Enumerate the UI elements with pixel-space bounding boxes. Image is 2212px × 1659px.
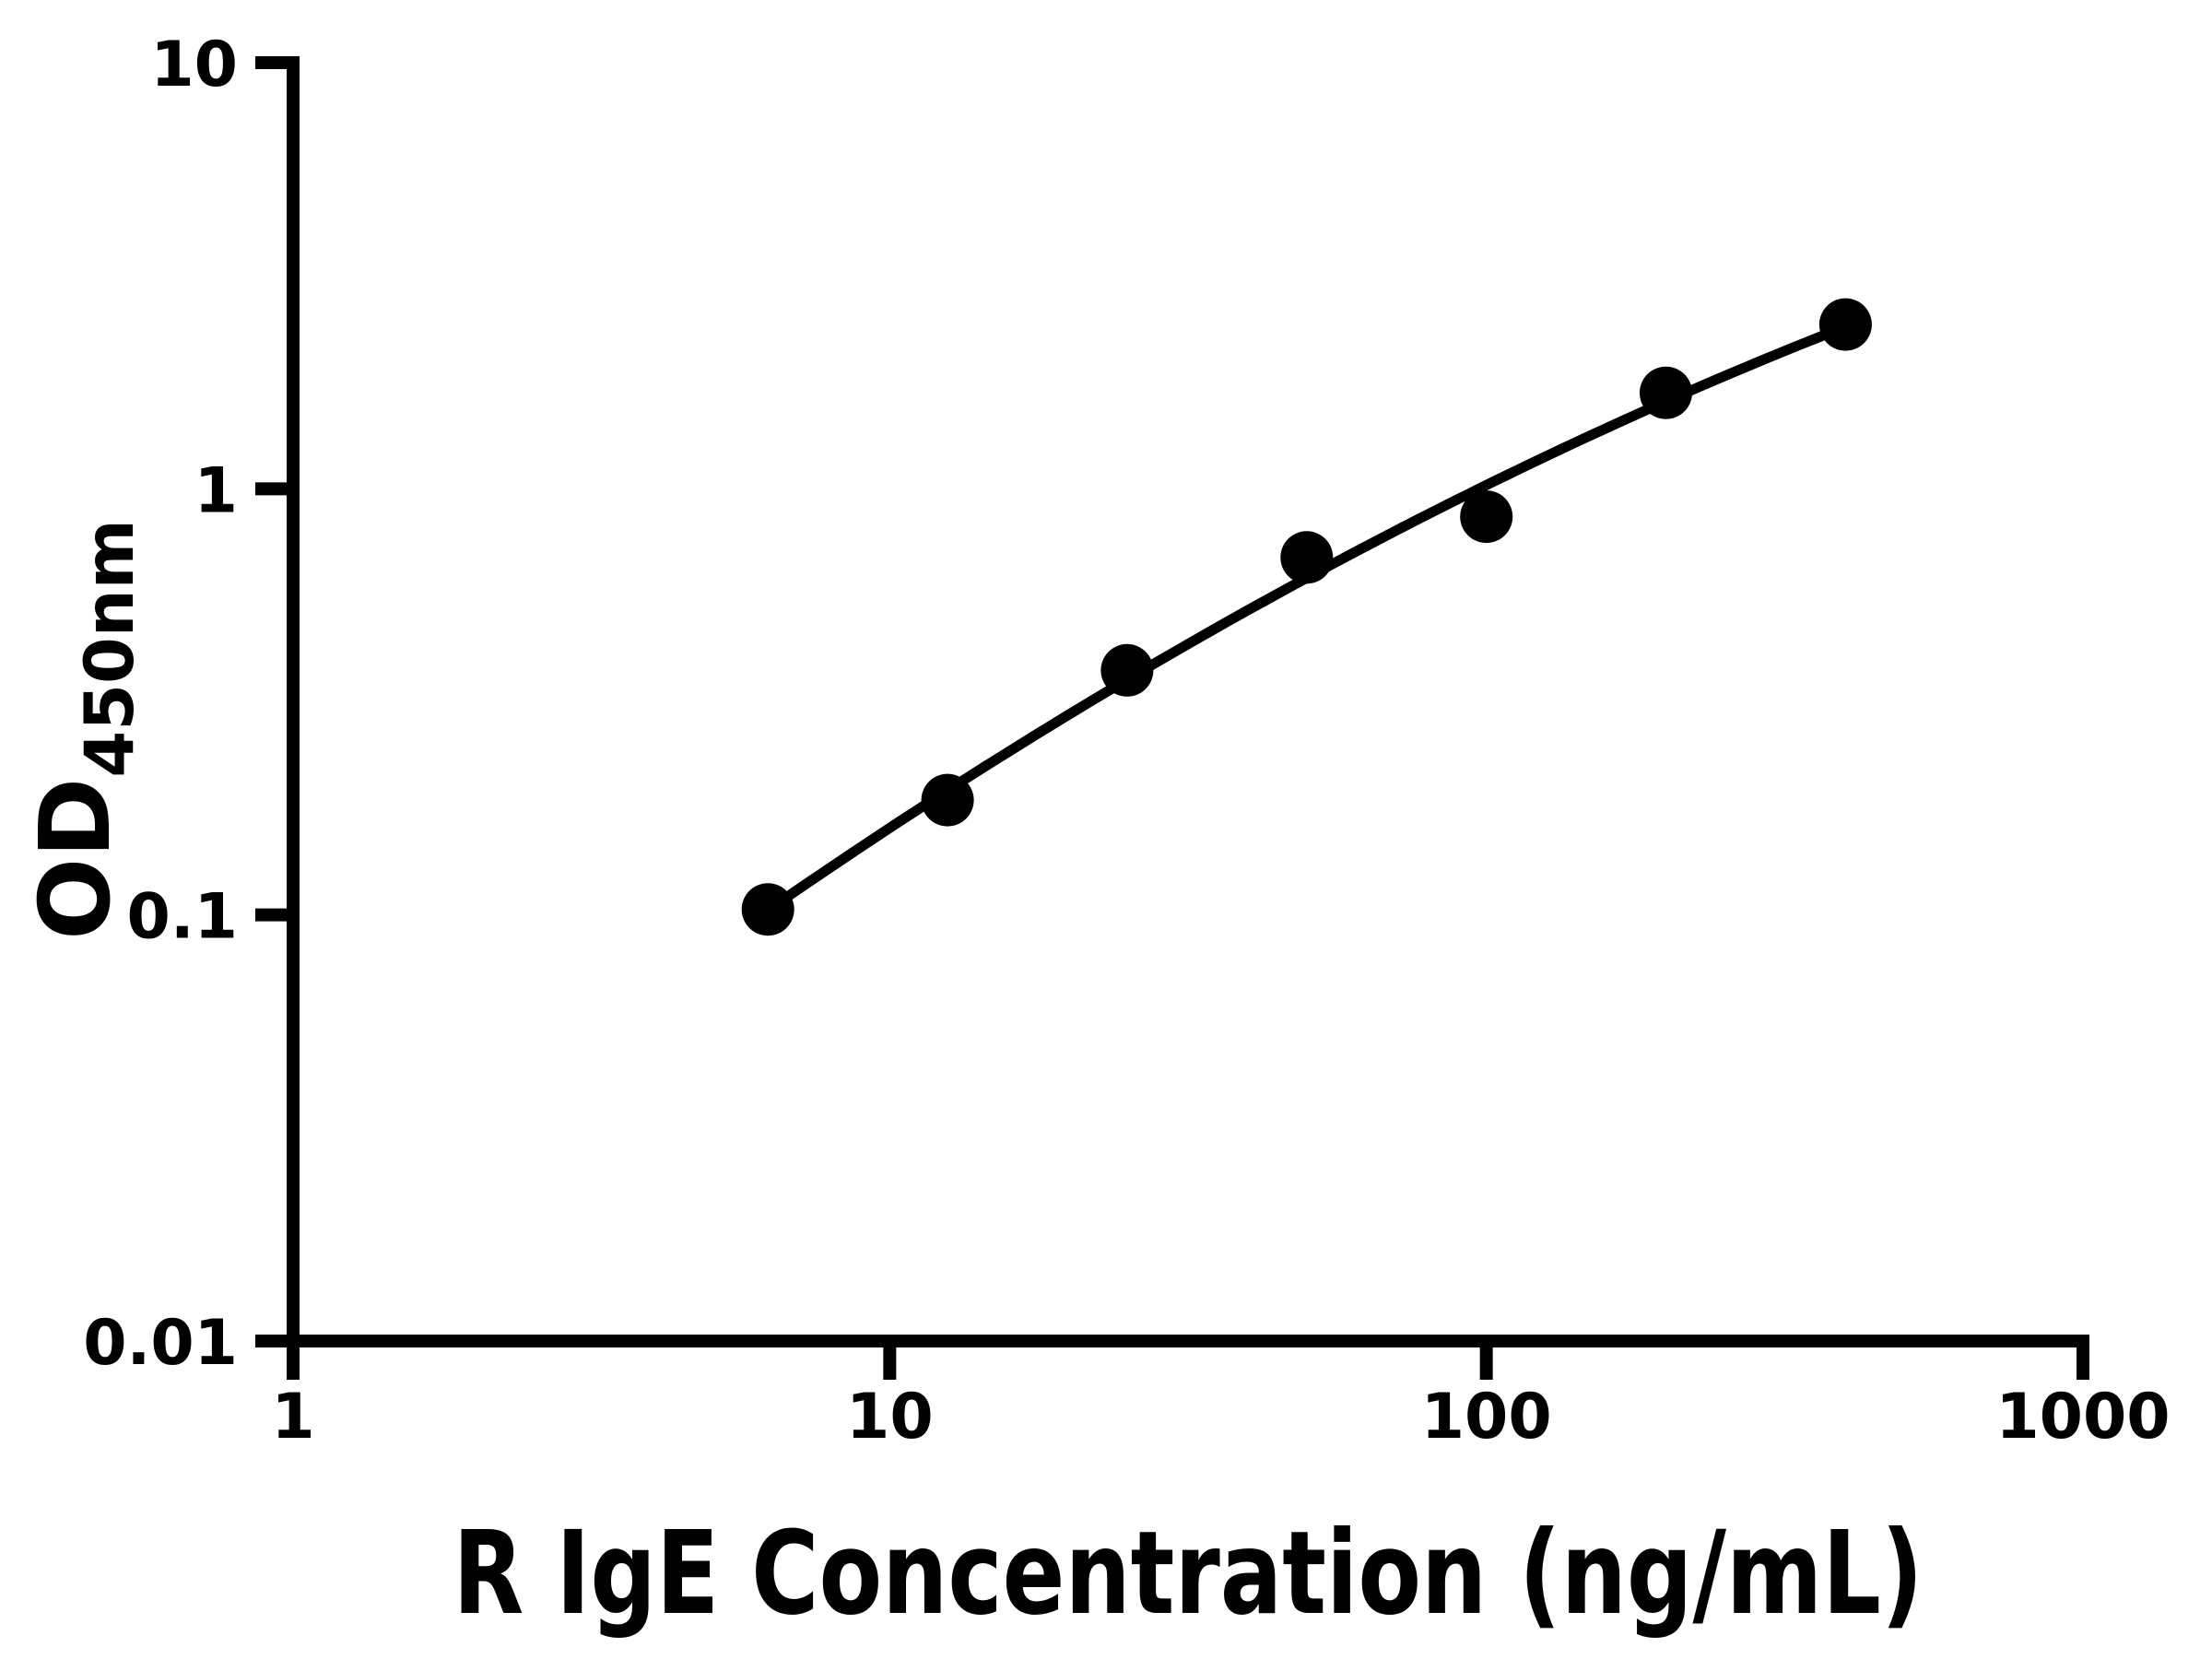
data-point-3: [1280, 531, 1334, 584]
x-tick-label-3: 1000: [1995, 1381, 2170, 1453]
x-axis-title: R IgE Concentration (ng/mL): [453, 1506, 1923, 1641]
y-axis-title-main: OD: [19, 778, 132, 940]
x-tick-label-0: 1: [271, 1381, 314, 1453]
y-axis-title-subscript: 450nm: [71, 519, 149, 777]
data-point-5: [1640, 366, 1692, 419]
trend-curve: [762, 321, 1851, 915]
y-axis-title: OD450nm: [19, 519, 149, 940]
y-tick-label-1: 1: [194, 454, 238, 527]
data-point-4: [1460, 490, 1513, 544]
data-point-6: [1818, 298, 1872, 351]
x-tick-label-2: 100: [1421, 1381, 1552, 1453]
y-tick-label-3: 0.01: [83, 1307, 238, 1380]
data-point-2: [1100, 643, 1154, 697]
data-point-1: [921, 773, 974, 827]
y-tick-label-0: 10: [150, 29, 238, 101]
x-tick-label-1: 10: [846, 1381, 934, 1453]
y-tick-label-2: 0.1: [127, 881, 238, 954]
axes-lines: [287, 56, 2089, 1347]
data-point-0: [741, 883, 794, 936]
